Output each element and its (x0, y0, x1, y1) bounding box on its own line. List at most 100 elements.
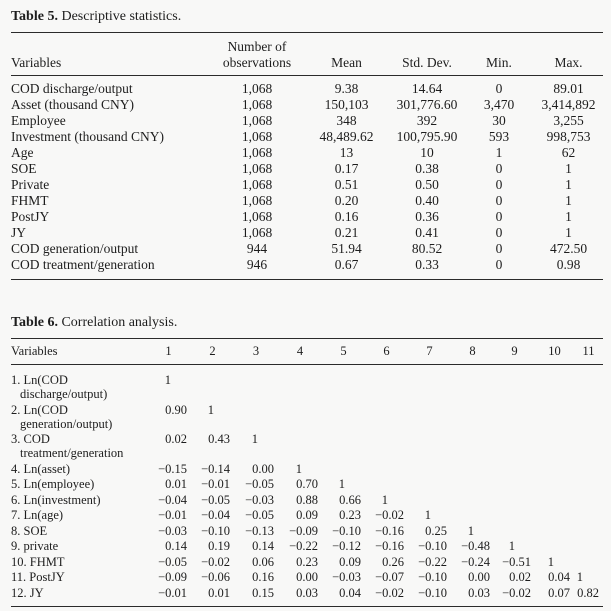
cell-value: −0.03 (245, 492, 274, 507)
cell-value (322, 432, 365, 462)
table5-caption: Table 5. Descriptive statistics. (11, 5, 603, 33)
table6-col-6: 6 (383, 344, 390, 358)
cell-value: 0.88 (296, 492, 318, 507)
cell-value (191, 365, 234, 403)
cell-value (278, 432, 322, 462)
cell-value: 0.67 (334, 257, 359, 272)
table-row: FHMT 1,068 0.20 0.40 0 1 (11, 193, 603, 209)
cell-value: 1 (576, 570, 583, 584)
table5-col-variables: Variables (11, 54, 62, 70)
cell-value: 0.66 (339, 492, 361, 507)
cell-value: 593 (488, 129, 510, 144)
cell-value: 0.23 (339, 508, 361, 522)
table5-header: Variables Number of observations Mean St… (11, 33, 603, 76)
table-row: 1. Ln(COD discharge/output) 1 (11, 365, 603, 403)
row-label: 8. SOE (11, 523, 48, 538)
table6-col-2: 2 (209, 344, 216, 358)
cell-value (535, 539, 574, 555)
cell-value: 1,068 (241, 225, 273, 240)
cell-value: 1 (565, 225, 572, 240)
cell-value: 1 (565, 177, 572, 192)
cell-value: 392 (416, 113, 438, 128)
table-row: PostJY 1,068 0.16 0.36 0 1 (11, 209, 603, 225)
cell-value: −0.02 (502, 585, 531, 600)
cell-value: −0.01 (158, 585, 187, 600)
cell-value: −0.05 (245, 477, 274, 491)
table6-caption: Table 6. Correlation analysis. (11, 311, 603, 339)
cell-value: 0.02 (509, 570, 531, 584)
cell-value (365, 432, 408, 462)
cell-value: 301,776.60 (396, 97, 458, 112)
table5-col-mean: Mean (331, 54, 362, 70)
table-row: Employee 1,068 348 392 30 3,255 (11, 113, 603, 129)
cell-value: 0 (495, 225, 503, 240)
cell-value: 998,753 (546, 129, 591, 144)
cell-value: 0.16 (252, 570, 274, 584)
cell-value: 0.26 (382, 554, 404, 569)
cell-value: 0.01 (165, 477, 187, 491)
table-row: 5. Ln(employee) 0.01 −0.01 −0.05 0.70 1 (11, 477, 603, 493)
cell-value: −0.51 (502, 554, 531, 569)
table-row: 11. PostJY −0.09 −0.06 0.16 0.00 −0.03 −0.07 −0… (11, 570, 603, 586)
cell-value: 0.38 (415, 161, 439, 176)
cell-value: 1 (508, 539, 515, 553)
cell-value: 0.21 (334, 225, 359, 240)
cell-value: 3,255 (553, 113, 584, 128)
cell-value: 51.94 (331, 241, 362, 256)
cell-value: −0.05 (158, 554, 187, 569)
table-row: Age 1,068 13 10 1 62 (11, 145, 603, 161)
cell-value (535, 462, 574, 478)
row-label: 4. Ln(asset) (11, 461, 71, 476)
cell-value (494, 403, 535, 433)
cell-value (574, 524, 603, 540)
row-label: COD discharge/output (11, 81, 133, 96)
table-row: 2. Ln(COD generation/output) 0.90 1 (11, 403, 603, 433)
cell-value: 0.23 (296, 554, 318, 569)
cell-value: 1,068 (241, 161, 273, 176)
cell-value (408, 477, 451, 493)
table6-col-7: 7 (426, 344, 433, 358)
cell-value (535, 403, 574, 433)
cell-value (574, 432, 603, 462)
table-row: 4. Ln(asset) −0.15 −0.14 0.00 1 (11, 462, 603, 478)
cell-value: 0.36 (415, 209, 439, 224)
table-row: 12. JY −0.01 0.01 0.15 0.03 0.04 −0.02 −0.10 0.0… (11, 586, 603, 607)
cell-value (535, 432, 574, 462)
table-row: JY 1,068 0.21 0.41 0 1 (11, 225, 603, 241)
cell-value: −0.15 (158, 461, 187, 476)
cell-value (408, 493, 451, 509)
table6-section: Table 6. Correlation analysis. Variables… (11, 311, 611, 607)
table-row: SOE 1,068 0.17 0.38 0 1 (11, 161, 603, 177)
cell-value (234, 365, 278, 403)
cell-value (574, 555, 603, 571)
cell-value: −0.03 (158, 523, 187, 538)
cell-value (408, 403, 451, 433)
row-label: 3. COD treatment/generation (11, 432, 124, 460)
row-label: 6. Ln(investment) (11, 492, 101, 507)
table5-caption-label: Table 5. (11, 9, 58, 24)
cell-value: 0.01 (208, 585, 230, 600)
row-label: Employee (11, 113, 66, 128)
cell-value: 0.41 (415, 225, 439, 240)
cell-value: 0 (495, 241, 503, 256)
cell-value (408, 432, 451, 462)
cell-value: −0.48 (461, 539, 490, 553)
table5-col-stddev: Std. Dev. (402, 54, 452, 70)
cell-value: 0.51 (334, 177, 359, 192)
table5-body: COD discharge/output 1,068 9.38 14.64 0 89.01… (11, 76, 603, 280)
cell-value: −0.05 (245, 508, 274, 522)
cell-value (574, 462, 603, 478)
table-row: 10. FHMT −0.05 −0.02 0.06 0.23 0.09 0.26 −0.22−… (11, 555, 603, 571)
cell-value: 1 (207, 402, 214, 417)
cell-value: 0.02 (165, 432, 187, 446)
row-label: 12. JY (11, 585, 44, 600)
cell-value (322, 365, 365, 403)
table6-col-9: 9 (511, 344, 518, 358)
cell-value: 13 (339, 145, 354, 160)
cell-value: 150,103 (324, 97, 369, 112)
cell-value: −0.22 (289, 539, 318, 553)
cell-value: 944 (246, 241, 268, 256)
cell-value: 1 (164, 373, 171, 387)
row-label: SOE (11, 161, 37, 176)
